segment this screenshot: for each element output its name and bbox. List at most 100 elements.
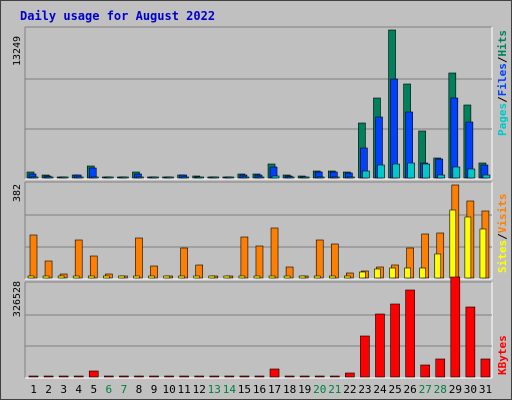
bar-visits — [180, 247, 188, 279]
x-tick-label: 6 — [106, 383, 113, 396]
bar-pages — [452, 166, 461, 179]
bar-sites — [103, 275, 110, 279]
x-tick-label: 19 — [298, 383, 311, 396]
bar-pages — [362, 170, 370, 179]
bar-pages — [347, 176, 355, 179]
bar-pages — [211, 176, 220, 179]
bar-sites — [359, 271, 366, 279]
bar-sites — [434, 253, 442, 279]
x-tick-label: 16 — [253, 383, 266, 396]
x-tick-label: 18 — [283, 383, 296, 396]
bar-sites — [87, 275, 95, 279]
bar-pages — [121, 176, 129, 179]
x-tick-label: 9 — [151, 383, 158, 396]
bar-kbytes — [73, 375, 84, 378]
bar-kbytes — [28, 375, 39, 378]
bar-pages — [271, 175, 280, 179]
x-tick-label: 31 — [479, 383, 492, 396]
bar-visits — [74, 239, 83, 279]
axis-max-label: 326528 — [12, 281, 23, 317]
bar-pages — [241, 176, 250, 179]
bar-sites — [42, 275, 50, 279]
x-tick-label: 26 — [404, 383, 417, 396]
bar-kbytes — [435, 358, 446, 378]
bar-kbytes — [450, 276, 461, 378]
bar-sites — [208, 275, 216, 279]
x-tick-label: 30 — [464, 383, 477, 396]
bar-pages — [45, 176, 54, 179]
bar-pages — [301, 176, 310, 179]
bar-sites — [253, 275, 261, 279]
bar-pages — [331, 176, 340, 179]
legend-label-part: Files — [496, 63, 509, 96]
bar-kbytes — [194, 375, 205, 378]
x-tick-label: 28 — [434, 383, 447, 396]
bar-sites — [479, 228, 487, 279]
bar-kbytes — [420, 364, 430, 378]
bar-pages — [196, 176, 205, 179]
bar-sites — [72, 275, 80, 279]
legend-label-part: Sites — [496, 240, 509, 273]
bar-kbytes — [269, 368, 280, 378]
bar-kbytes — [88, 370, 99, 378]
bar-sites — [268, 275, 276, 279]
bar-pages — [482, 174, 491, 179]
bar-kbytes — [179, 375, 189, 378]
bar-sites — [283, 275, 291, 279]
bar-pages — [407, 162, 415, 179]
bar-pages — [422, 163, 430, 179]
bar-visits — [240, 236, 249, 279]
x-tick-label: 4 — [75, 383, 82, 396]
x-tick-label: 8 — [136, 383, 143, 396]
x-tick-label: 12 — [193, 383, 206, 396]
bar-kbytes — [239, 375, 250, 378]
x-tick-label: 23 — [358, 383, 371, 396]
bar-kbytes — [465, 306, 476, 378]
bar-sites — [238, 275, 246, 279]
x-tick-label: 20 — [313, 383, 326, 396]
bar-pages — [136, 176, 144, 179]
axis-max-label: 382 — [12, 184, 23, 202]
bar-sites — [193, 275, 201, 279]
bar-pages — [392, 163, 400, 179]
bar-pages — [75, 176, 84, 179]
bar-kbytes — [119, 375, 129, 378]
bar-kbytes — [314, 375, 325, 378]
bar-pages — [256, 176, 265, 179]
bar-pages — [30, 176, 39, 179]
axis-max-label: 13249 — [12, 36, 23, 66]
bar-sites — [27, 275, 35, 279]
bar-visits — [330, 243, 339, 279]
bar-sites — [449, 209, 457, 279]
bar-kbytes — [149, 375, 159, 378]
bar-sites — [223, 275, 231, 279]
bar-pages — [226, 176, 235, 179]
legend-label-part: Pages — [496, 103, 509, 136]
bar-kbytes — [134, 375, 144, 378]
x-tick-label: 3 — [60, 383, 67, 396]
bar-kbytes — [58, 375, 69, 378]
legend-label-part: / — [496, 96, 509, 103]
x-tick-label: 22 — [343, 383, 356, 396]
bar-sites — [133, 275, 140, 279]
bar-visits — [89, 255, 98, 279]
bar-visits — [135, 237, 143, 279]
x-tick-label: 11 — [178, 383, 191, 396]
legend-label: KBytes — [496, 335, 509, 375]
bar-kbytes — [345, 372, 355, 378]
x-tick-label: 7 — [121, 383, 128, 396]
bar-kbytes — [390, 303, 400, 378]
x-tick-label: 5 — [90, 383, 97, 396]
x-tick-label: 14 — [223, 383, 237, 396]
bar-pages — [437, 174, 446, 179]
bar-kbytes — [284, 375, 295, 378]
bar-sites — [389, 267, 396, 279]
bar-kbytes — [254, 375, 265, 378]
x-tick-label: 24 — [373, 383, 387, 396]
bar-visits — [255, 245, 264, 279]
bar-sites — [163, 275, 170, 279]
bar-kbytes — [360, 335, 370, 378]
x-tick-label: 1 — [30, 383, 37, 396]
bar-files — [450, 97, 459, 179]
bar-pages — [151, 176, 159, 179]
